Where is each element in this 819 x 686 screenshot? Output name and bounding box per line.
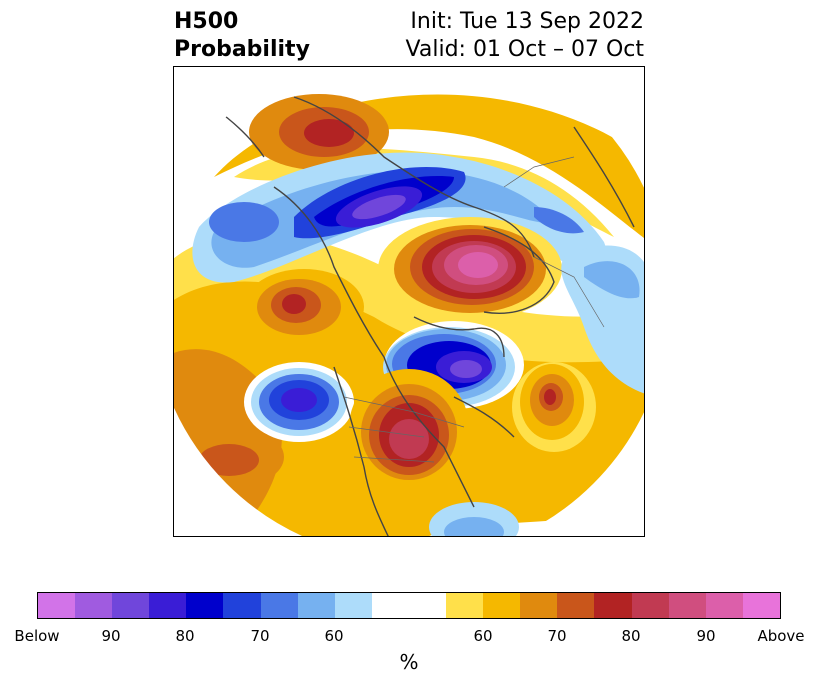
colorbar-tick-label: 80 — [175, 627, 195, 645]
colorbar-segment — [742, 593, 780, 618]
title-right: Init: Tue 13 Sep 2022 Valid: 01 Oct – 07… — [406, 8, 644, 64]
colorbar-tick-label: Below — [14, 627, 60, 645]
title-probability: Probability — [174, 37, 310, 62]
colorbar — [37, 592, 781, 619]
colorbar-tick-label: 60 — [473, 627, 493, 645]
colorbar-segment — [186, 593, 224, 618]
colorbar-segment — [112, 593, 150, 618]
colorbar-tick-label: Above — [757, 627, 805, 645]
colorbar-tick-label: 90 — [101, 627, 121, 645]
colorbar-tick-label: 90 — [696, 627, 716, 645]
valid-range: Valid: 01 Oct – 07 Oct — [405, 37, 644, 62]
title-h500: H500 — [174, 9, 239, 34]
colorbar-tick-label: 60 — [324, 627, 344, 645]
colorbar-segment — [631, 593, 669, 618]
colorbar-segment — [483, 593, 521, 618]
colorbar-segment — [334, 593, 372, 618]
colorbar-segment — [223, 593, 261, 618]
political-borders — [343, 156, 605, 463]
colorbar-segment — [705, 593, 743, 618]
colorbar-segment — [260, 593, 298, 618]
map-panel — [173, 66, 645, 537]
colorbar-segment — [297, 593, 335, 618]
title-left: H500 Probability — [174, 8, 310, 64]
colorbar-segment — [557, 593, 595, 618]
colorbar-tick-label: 80 — [621, 627, 641, 645]
colorbar-segment — [75, 593, 113, 618]
colorbar-segment — [520, 593, 558, 618]
colorbar-label: % — [399, 650, 419, 674]
init-date: Init: Tue 13 Sep 2022 — [410, 9, 644, 34]
colorbar-segment — [594, 593, 632, 618]
colorbar-tick-label: 70 — [250, 627, 270, 645]
anomaly-shading — [174, 94, 644, 536]
colorbar-segment — [371, 593, 447, 618]
colorbar-segment — [668, 593, 706, 618]
colorbar-segment — [38, 593, 76, 618]
probability-map — [174, 67, 644, 536]
colorbar-segment — [446, 593, 484, 618]
coastlines — [183, 86, 635, 536]
colorbar-tick-label: 70 — [547, 627, 567, 645]
colorbar-segment — [149, 593, 187, 618]
